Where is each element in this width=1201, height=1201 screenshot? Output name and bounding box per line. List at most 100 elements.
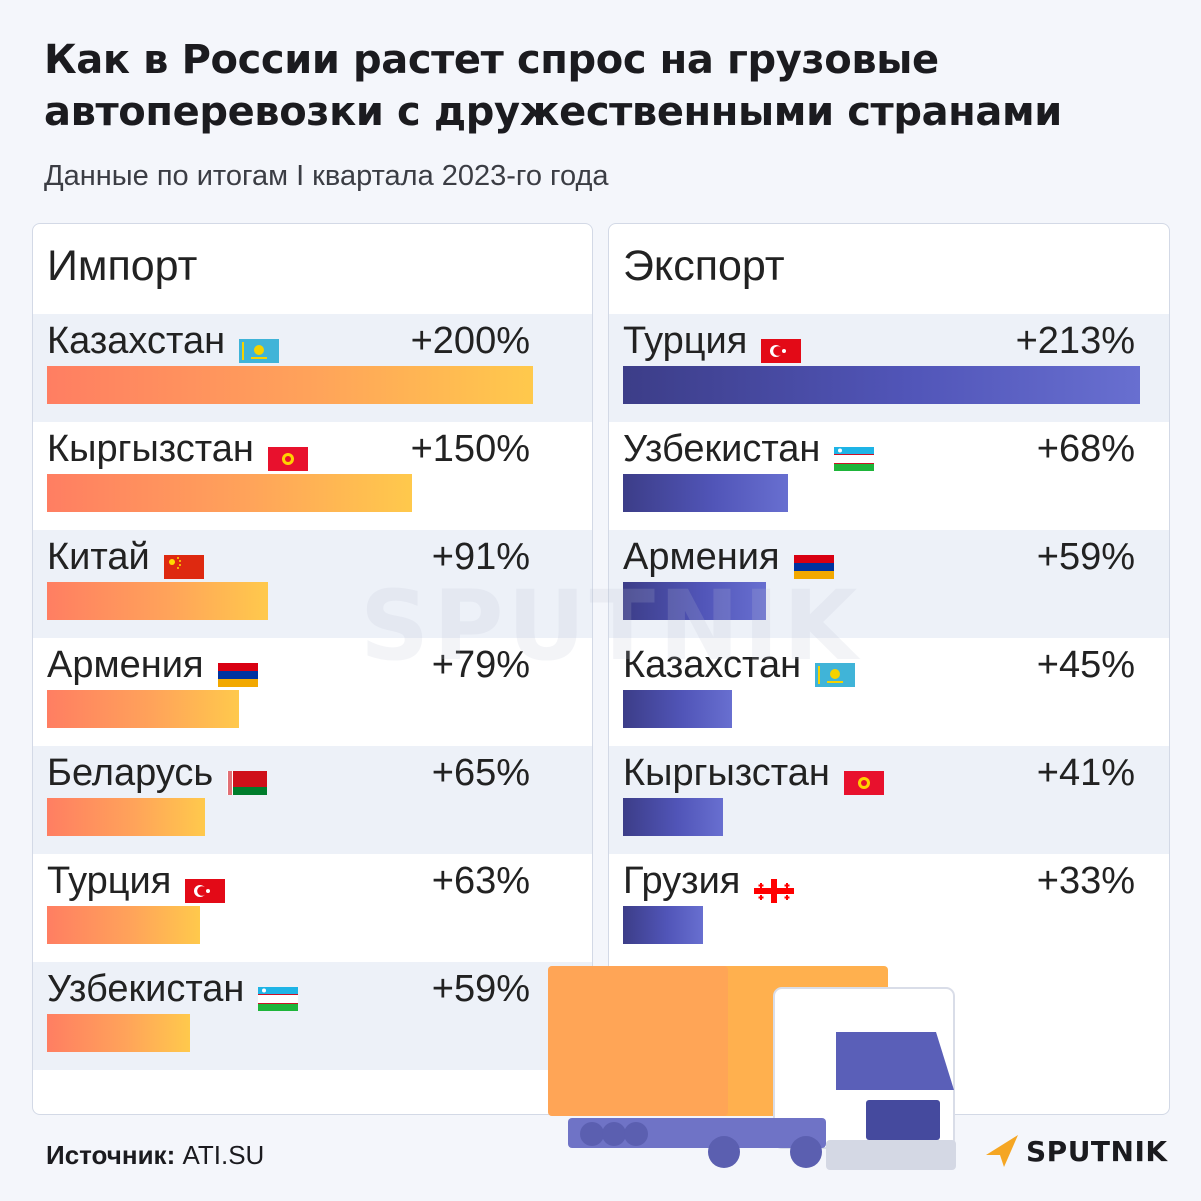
flag-wrapper <box>217 654 258 687</box>
chart-row: Кыргызстан +150% <box>33 422 592 530</box>
flag-wrapper <box>267 438 308 471</box>
import-panel-title: Импорт <box>47 242 198 290</box>
uz-flag-icon <box>834 446 875 471</box>
flag-wrapper <box>163 546 204 579</box>
value-label: +200% <box>410 320 530 362</box>
export-panel: Экспорт Турция +213% Узбекистан +68% Армения… <box>608 223 1170 1115</box>
source-note: Источник: ATI.SU <box>46 1140 264 1171</box>
category-label: Беларусь <box>47 752 268 795</box>
am-flag-icon <box>793 554 834 579</box>
flag-wrapper <box>239 330 280 363</box>
category-name: Казахстан <box>47 320 226 362</box>
value-label: +59% <box>431 968 530 1010</box>
chart-row: Турция +213% <box>609 314 1169 422</box>
bar <box>47 366 533 404</box>
export-panel-title: Экспорт <box>623 242 785 290</box>
chart-row: Армения +79% <box>33 638 592 746</box>
value-label: +41% <box>1036 752 1135 794</box>
value-label: +213% <box>1015 320 1135 362</box>
category-label: Казахстан <box>47 320 280 363</box>
watermark: SPUTNIK <box>360 570 862 682</box>
category-name: Казахстан <box>623 644 802 686</box>
tr-flag-icon <box>185 878 226 903</box>
value-label: +33% <box>1036 860 1135 902</box>
page-title: Как в России растет спрос на грузовые ав… <box>44 37 1062 135</box>
flag-wrapper <box>185 870 226 903</box>
value-label: +91% <box>431 536 530 578</box>
category-name: Узбекистан <box>47 968 245 1010</box>
category-label: Армения <box>47 644 258 687</box>
value-label: +150% <box>410 428 530 470</box>
category-label: Турция <box>47 860 226 903</box>
value-label: +63% <box>431 860 530 902</box>
truck-windshield <box>836 1032 954 1090</box>
kz-flag-icon <box>239 338 280 363</box>
kg-flag-icon <box>267 446 308 471</box>
category-name: Турция <box>623 320 748 362</box>
value-label: +79% <box>431 644 530 686</box>
sputnik-logo-icon <box>986 1135 1018 1167</box>
sputnik-logo-text: SPUTNIK <box>1026 1134 1168 1168</box>
bar <box>47 474 412 512</box>
chart-row: Беларусь +65% <box>33 746 592 854</box>
import-panel: Импорт Казахстан +200% Кыргызстан +150% Кита… <box>32 223 593 1115</box>
bar <box>47 1014 190 1052</box>
category-label: Кыргызстан <box>623 752 884 795</box>
category-label: Китай <box>47 536 204 579</box>
chart-row: Узбекистан +59% <box>33 962 592 1070</box>
sputnik-logo: SPUTNIK <box>984 1133 1168 1169</box>
bar <box>623 474 788 512</box>
bar <box>47 906 200 944</box>
flag-wrapper <box>227 762 268 795</box>
chart-row: Узбекистан +68% <box>609 422 1169 530</box>
by-flag-icon <box>227 770 268 795</box>
bar <box>47 798 205 836</box>
ge-flag-icon <box>754 878 795 903</box>
chart-row: Китай +91% <box>33 530 592 638</box>
category-label: Кыргызстан <box>47 428 308 471</box>
category-label: Армения <box>623 536 834 579</box>
flag-wrapper <box>834 438 875 471</box>
category-name: Армения <box>47 644 204 686</box>
tr-flag-icon <box>761 338 802 363</box>
category-name: Грузия <box>623 860 741 902</box>
truck-illustration <box>548 966 956 1170</box>
category-label: Грузия <box>623 860 795 903</box>
category-name: Турция <box>47 860 172 902</box>
chart-row: Кыргызстан +41% <box>609 746 1169 854</box>
flag-wrapper <box>258 978 299 1011</box>
am-flag-icon <box>217 662 258 687</box>
truck-grille <box>866 1100 940 1140</box>
value-label: +65% <box>431 752 530 794</box>
value-label: +68% <box>1036 428 1135 470</box>
category-label: Узбекистан <box>47 968 299 1011</box>
chart-row: Армения +59% <box>609 530 1169 638</box>
category-name: Кыргызстан <box>623 752 830 794</box>
category-name: Кыргызстан <box>47 428 254 470</box>
bar <box>47 582 268 620</box>
category-name: Армения <box>623 536 780 578</box>
kg-flag-icon <box>843 770 884 795</box>
chart-row: Казахстан +45% <box>609 638 1169 746</box>
flag-wrapper <box>843 762 884 795</box>
bar <box>623 366 1140 404</box>
chart-row: Казахстан +200% <box>33 314 592 422</box>
category-label: Казахстан <box>623 644 856 687</box>
cn-flag-icon <box>163 554 204 579</box>
bar <box>47 690 239 728</box>
value-label: +45% <box>1036 644 1135 686</box>
source-label: Источник: <box>46 1140 176 1170</box>
bar <box>623 798 723 836</box>
category-label: Узбекистан <box>623 428 875 471</box>
chart-row: Грузия +33% <box>609 854 1169 962</box>
chart-row: Турция +63% <box>33 854 592 962</box>
category-name: Узбекистан <box>623 428 821 470</box>
category-name: Беларусь <box>47 752 214 794</box>
bar <box>623 690 732 728</box>
page-subtitle: Данные по итогам I квартала 2023-го года <box>44 160 609 192</box>
bar <box>623 582 766 620</box>
bar <box>623 906 703 944</box>
category-label: Турция <box>623 320 802 363</box>
flag-wrapper <box>754 870 795 903</box>
flag-wrapper <box>815 654 856 687</box>
